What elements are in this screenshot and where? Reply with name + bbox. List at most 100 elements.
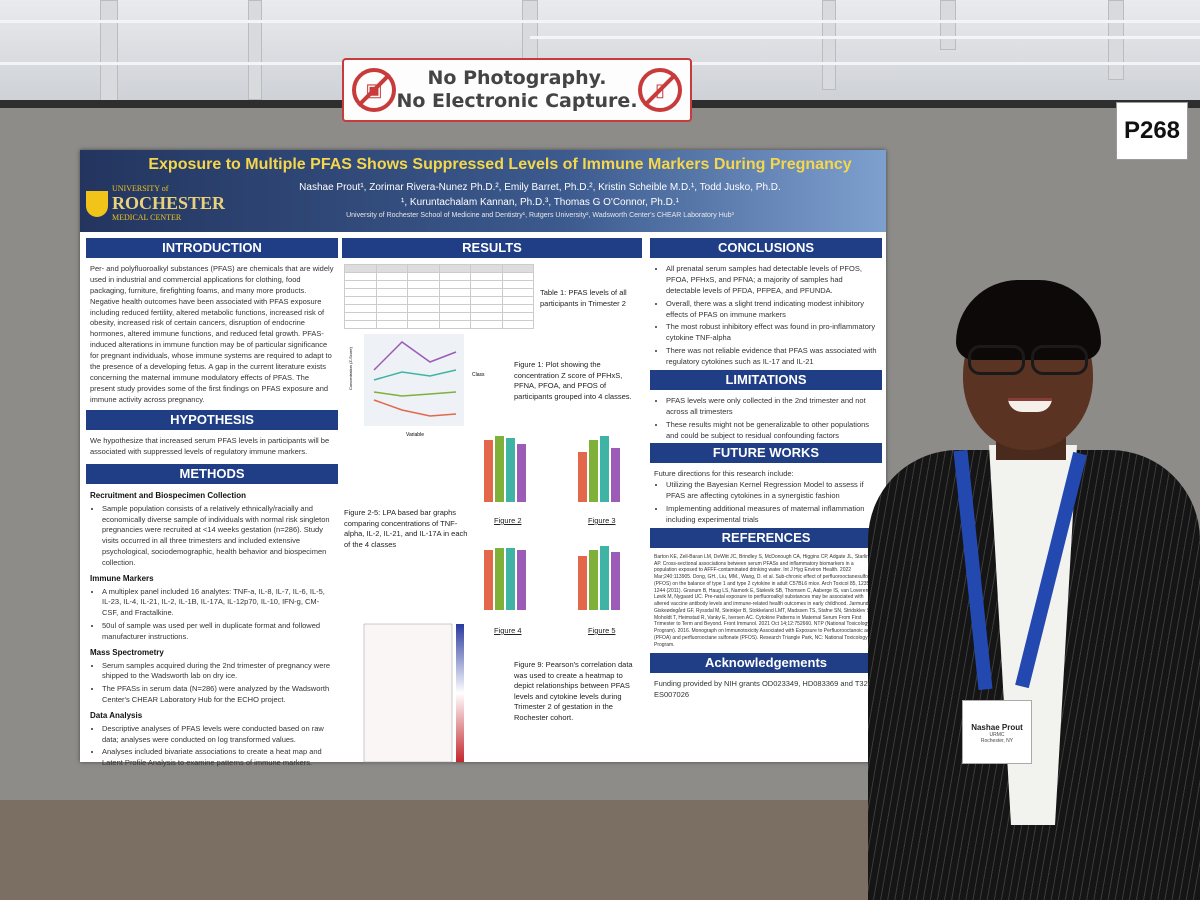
class-line-1 (373, 341, 457, 371)
board-number: P268 (1116, 102, 1188, 160)
acknowledgements-heading: Acknowledgements (650, 653, 882, 674)
badge-city: Rochester, NY (980, 738, 1014, 744)
fig1-caption: Figure 1: Plot showing the concentration… (514, 360, 632, 401)
shield-icon (86, 191, 108, 217)
logo-sub: MEDICAL CENTER (112, 212, 182, 222)
sign-line-1: No Photography. (427, 67, 607, 90)
methods-bullet: The PFASs in serum data (N=286) were ana… (102, 684, 334, 706)
methods-bullet: Descriptive analyses of PFAS levels were… (102, 724, 334, 746)
hypothesis-heading: HYPOTHESIS (86, 410, 338, 431)
class-line-plot: Concentration (Z-Score) Variable Class (348, 334, 485, 438)
sign-line-2: No Electronic Capture. (396, 90, 638, 112)
glasses-lens (1031, 345, 1088, 375)
methods-heading: METHODS (86, 464, 338, 485)
logo-main: ROCHESTER (112, 193, 226, 214)
limitation-bullet: PFAS levels were only collected in the 2… (666, 396, 878, 418)
introduction-text: Per- and polyfluoroalkyl substances (PFA… (86, 264, 338, 405)
class-line-3 (373, 391, 457, 397)
future-works-text: Future directions for this research incl… (650, 469, 882, 525)
conclusions-list: All prenatal serum samples had detectabl… (654, 264, 878, 368)
plot-area (364, 334, 464, 426)
ceiling-truss (0, 20, 1200, 23)
bar-class-1 (578, 452, 587, 502)
fig25-caption: Figure 2-5: LPA based bar graphs compari… (344, 508, 468, 549)
bar-class-1 (484, 550, 493, 610)
methods-bullet: 50ul of sample was used per well in dupl… (102, 621, 334, 643)
introduction-paragraph: Per- and polyfluoroalkyl substances (PFA… (90, 264, 334, 404)
figure-2-label: Figure 2 (494, 516, 522, 525)
figure-4-bars (476, 540, 556, 620)
pfas-table (344, 264, 534, 329)
methods-list: Sample population consists of a relative… (90, 504, 334, 569)
results-body: Table 1: PFAS levels of all participants… (342, 264, 642, 763)
poster-affiliation: University of Rochester School of Medici… (346, 212, 734, 219)
conclusion-bullet: All prenatal serum samples had detectabl… (666, 264, 878, 297)
methods-list: A multiplex panel included 16 analytes: … (90, 587, 334, 643)
line-plot-ylabel: Concentration (Z-Score) (348, 346, 353, 390)
presenter: Nashae Prout URMC Rochester, NY (868, 280, 1200, 900)
university-logo: UNIVERSITY of ROCHESTER MEDICAL CENTER (86, 184, 236, 222)
limitations-list: PFAS levels were only collected in the 2… (654, 396, 878, 442)
class-line-2 (373, 369, 457, 381)
references-paragraph: Barton KE, Zell-Baran LM, DeWitt JC, Bri… (654, 553, 879, 648)
heatmap-grid (363, 623, 453, 763)
poster-column-results: RESULTS Table 1: PFAS levels of all part… (342, 238, 642, 763)
bar-class-4 (517, 550, 526, 610)
logo-top: UNIVERSITY of (112, 184, 169, 194)
bar-class-4 (517, 444, 526, 502)
ceiling-truss (530, 36, 1200, 39)
poster-column-left: INTRODUCTION Per- and polyfluoroalkyl su… (86, 238, 338, 771)
line-plot-legend-title: Class (472, 372, 485, 378)
poster-header: Exposure to Multiple PFAS Shows Suppress… (80, 150, 886, 232)
smile (1008, 398, 1052, 412)
limitations-text: PFAS levels were only collected in the 2… (650, 396, 882, 442)
bar-class-2 (589, 440, 598, 502)
bar-class-2 (589, 550, 598, 610)
no-phone-icon: ▯ (638, 68, 682, 112)
conclusion-bullet: Overall, there was a slight trend indica… (666, 299, 878, 321)
logo-text: UNIVERSITY of ROCHESTER MEDICAL CENTER (112, 184, 226, 222)
authors-line-2: ¹, Kuruntachalam Kannan, Ph.D.³, Thomas … (401, 197, 679, 208)
authors-line-1: Nashae Prout¹, Zorimar Rivera-Nunez Ph.D… (299, 182, 781, 193)
methods-subheading: Mass Spectrometry (90, 647, 164, 657)
heatmap-colorbar (456, 624, 464, 762)
bar-class-2 (495, 436, 504, 502)
bar-class-3 (600, 436, 609, 502)
future-intro: Future directions for this research incl… (654, 469, 794, 479)
ceiling-column (100, 0, 118, 110)
glasses (968, 345, 1088, 375)
bar-class-4 (611, 552, 620, 610)
methods-bullet: A multiplex panel included 16 analytes: … (102, 587, 334, 620)
poster-title: Exposure to Multiple PFAS Shows Suppress… (148, 156, 852, 173)
bar-class-1 (484, 440, 493, 502)
badge-name: Nashae Prout (971, 723, 1023, 732)
ceiling-column (248, 0, 262, 100)
glasses-lens (968, 345, 1025, 375)
no-camera-icon: ▣ (352, 68, 396, 112)
acknowledgements-text: Funding provided by NIH grants OD023349,… (650, 679, 882, 701)
acknowledgements-paragraph: Funding provided by NIH grants OD023349,… (654, 679, 868, 700)
hypothesis-paragraph: We hypothesize that increased serum PFAS… (90, 436, 330, 457)
poster-authors: Nashae Prout¹, Zorimar Rivera-Nunez Ph.D… (220, 180, 860, 210)
figure-3-label: Figure 3 (588, 516, 616, 525)
future-works-heading: FUTURE WORKS (650, 443, 882, 464)
figure-2-bars (476, 432, 556, 512)
figure-5-label: Figure 5 (588, 626, 616, 635)
conclusions-heading: CONCLUSIONS (650, 238, 882, 258)
results-heading: RESULTS (342, 238, 642, 258)
references-text: Barton KE, Zell-Baran LM, DeWitt JC, Bri… (650, 554, 882, 649)
introduction-heading: INTRODUCTION (86, 238, 338, 258)
future-bullet: Utilizing the Bayesian Kernel Regression… (666, 480, 878, 502)
methods-bullet: Serum samples acquired during the 2nd tr… (102, 661, 334, 683)
no-photography-sign: ▣ No Photography. No Electronic Capture.… (342, 58, 692, 122)
methods-subheading: Data Analysis (90, 711, 143, 721)
sign-text: No Photography. No Electronic Capture. (396, 67, 637, 113)
future-list: Utilizing the Bayesian Kernel Regression… (654, 480, 878, 526)
ceiling-column (522, 0, 538, 60)
figure-3-bars (570, 432, 650, 512)
methods-bullet: Sample population consists of a relative… (102, 504, 334, 569)
ceiling-column (1108, 0, 1124, 80)
fig9-caption: Figure 9: Pearson's correlation data was… (514, 660, 633, 722)
bar-class-3 (506, 548, 515, 610)
methods-text: Recruitment and Biospecimen Collection S… (86, 490, 338, 769)
